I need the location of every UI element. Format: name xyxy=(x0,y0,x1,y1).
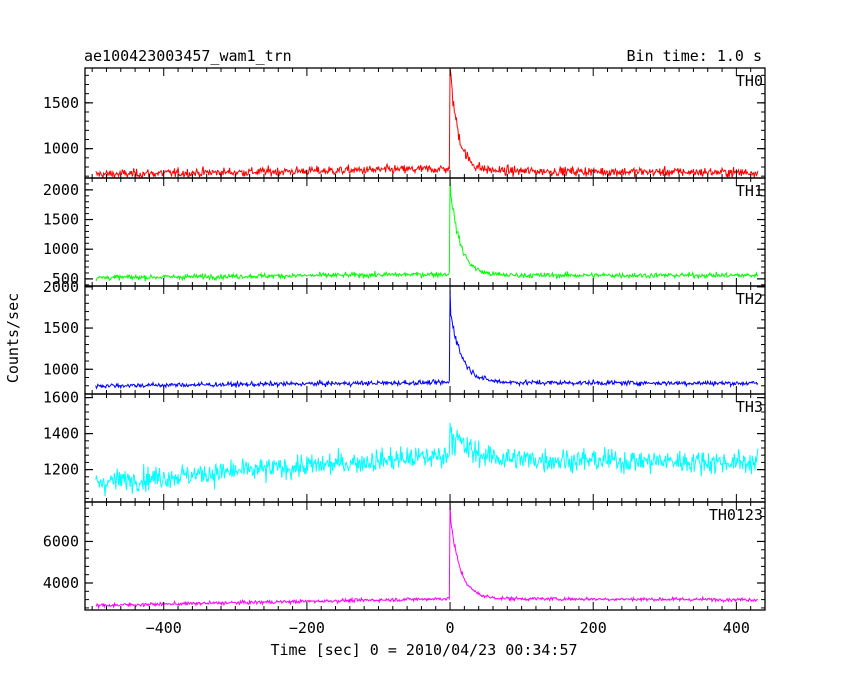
y-tick-label: 2000 xyxy=(43,278,79,296)
series-line-th1 xyxy=(95,179,759,282)
y-tick-label: 1400 xyxy=(43,425,79,443)
panel-label-th0: TH0 xyxy=(736,72,763,90)
panel-label-th2: TH2 xyxy=(736,290,763,308)
panel-label-th1: TH1 xyxy=(736,182,763,200)
panel-th0123: 4000 6000 TH0123 xyxy=(43,501,766,611)
x-tick-label: −400 xyxy=(146,619,182,637)
panel-th3: 1200 1400 1600 TH3 xyxy=(43,389,766,503)
panel-frame xyxy=(84,177,766,287)
panel-frame xyxy=(84,501,766,611)
x-tick-label: 400 xyxy=(723,619,750,637)
panel-frame xyxy=(84,285,766,395)
series-line-th0123 xyxy=(95,504,758,610)
y-axis-label: Counts/sec xyxy=(4,293,22,383)
x-tick-labels: −400 −200 0 200 400 xyxy=(146,619,750,637)
x-tick-label: 200 xyxy=(580,619,607,637)
series-line-th0 xyxy=(95,68,759,178)
panel-th0: 1000 1500 TH0 xyxy=(43,67,766,179)
series-line-th3 xyxy=(95,422,759,497)
y-tick-label: 1500 xyxy=(43,319,79,337)
y-tick-label: 6000 xyxy=(43,532,79,550)
bin-time-label: Bin time: 1.0 s xyxy=(627,47,762,65)
y-tick-label: 4000 xyxy=(43,574,79,592)
y-tick-label: 2000 xyxy=(43,181,79,199)
x-tick-label: 0 xyxy=(446,619,455,637)
y-tick-label: 1500 xyxy=(43,94,79,112)
panel-frame xyxy=(84,393,766,503)
y-tick-label: 1000 xyxy=(43,360,79,378)
y-tick-label: 500 xyxy=(52,270,79,288)
panel-th2: 1000 1500 2000 TH2 xyxy=(43,278,766,395)
panel-frame xyxy=(84,67,766,179)
panel-th1: 500 1000 1500 2000 TH1 xyxy=(43,177,766,288)
x-axis-label: Time [sec] 0 = 2010/04/23 00:34:57 xyxy=(270,641,577,659)
panels-group: 1000 1500 TH0 500 1000 1500 2000 TH1 1000 1500 200… xyxy=(43,67,766,611)
y-tick-label: 1600 xyxy=(43,389,79,407)
panel-label-th0123: TH0123 xyxy=(709,506,763,524)
panel-label-th3: TH3 xyxy=(736,398,763,416)
x-tick-label: −200 xyxy=(289,619,325,637)
y-tick-label: 1000 xyxy=(43,140,79,158)
series-line-th2 xyxy=(95,290,759,390)
y-tick-label: 1200 xyxy=(43,461,79,479)
y-tick-label: 1000 xyxy=(43,240,79,258)
chart-title: ae100423003457_wam1_trn xyxy=(84,47,292,65)
y-tick-label: 1500 xyxy=(43,211,79,229)
